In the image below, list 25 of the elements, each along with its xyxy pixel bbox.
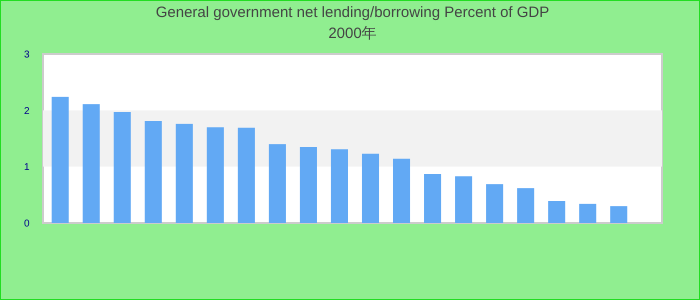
chart-subtitle: 2000年 bbox=[328, 25, 377, 42]
bar bbox=[610, 206, 628, 223]
y-tick-label: 3 bbox=[24, 50, 30, 60]
bar bbox=[176, 124, 193, 223]
bar bbox=[268, 144, 286, 223]
bar bbox=[424, 174, 442, 223]
y-tick-label: 1 bbox=[24, 162, 30, 174]
bar bbox=[82, 104, 100, 223]
bar bbox=[392, 158, 410, 223]
bar bbox=[114, 112, 131, 223]
bar bbox=[486, 184, 504, 223]
bar bbox=[455, 176, 472, 223]
y-tick-label: 2 bbox=[24, 106, 30, 117]
bar bbox=[52, 96, 69, 223]
bar bbox=[330, 149, 348, 223]
y-tick-label: 0 bbox=[24, 218, 30, 230]
bar bbox=[579, 204, 596, 223]
bar bbox=[362, 154, 380, 223]
bar bbox=[548, 201, 566, 223]
bar bbox=[144, 121, 162, 223]
bar bbox=[206, 127, 224, 223]
bar bbox=[300, 146, 317, 223]
bar bbox=[238, 128, 255, 223]
bar bbox=[517, 188, 534, 223]
chart-title: General government net lending/borrowing Percent of GDP bbox=[156, 4, 550, 21]
